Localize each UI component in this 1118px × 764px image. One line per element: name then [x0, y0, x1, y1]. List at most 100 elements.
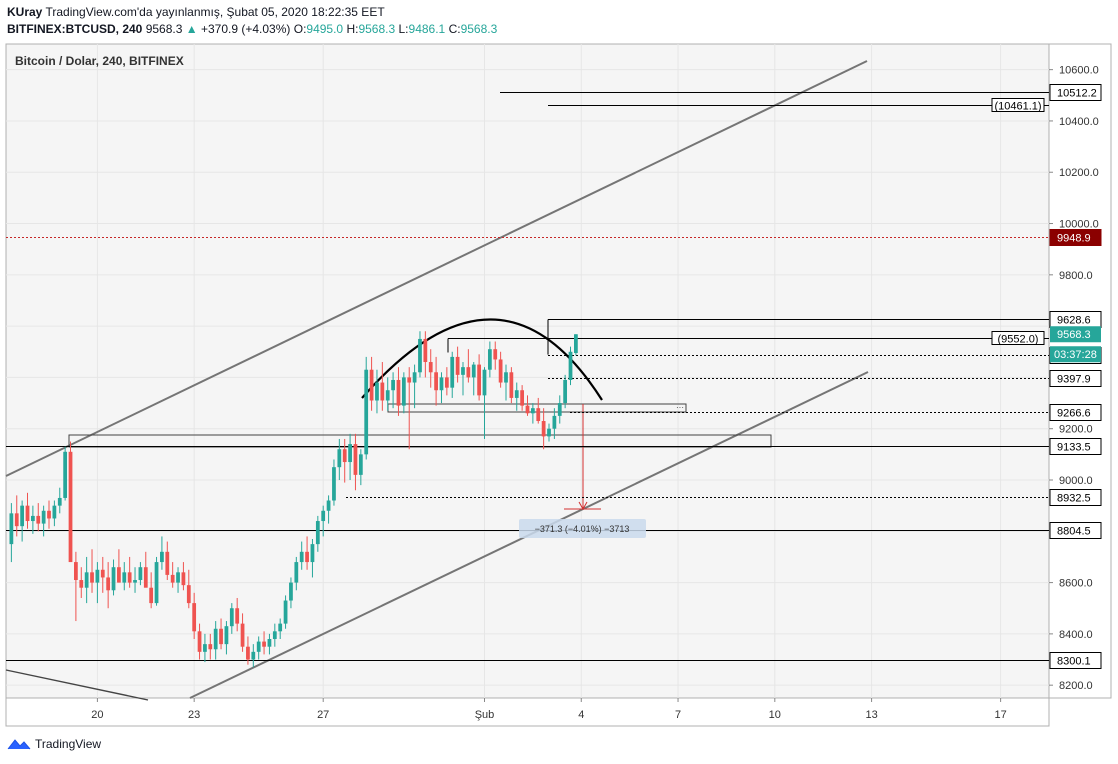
candle[interactable] — [353, 433, 358, 491]
candle[interactable] — [375, 369, 379, 414]
candle[interactable] — [256, 636, 261, 660]
candle[interactable] — [272, 623, 277, 647]
candle[interactable] — [407, 367, 412, 450]
candle[interactable] — [504, 364, 508, 401]
candle[interactable] — [267, 633, 272, 655]
candle[interactable] — [229, 603, 234, 634]
candle[interactable] — [342, 438, 347, 483]
candle[interactable] — [154, 556, 159, 606]
candle[interactable] — [289, 577, 293, 609]
candle[interactable] — [568, 346, 573, 386]
candle[interactable] — [369, 356, 374, 411]
candle[interactable] — [348, 433, 352, 480]
candle[interactable] — [310, 538, 315, 578]
candle[interactable] — [251, 644, 256, 668]
candle[interactable] — [412, 364, 417, 409]
candle[interactable] — [111, 559, 116, 596]
candle[interactable] — [418, 331, 422, 378]
candle[interactable] — [321, 505, 326, 537]
candle[interactable] — [219, 618, 223, 650]
candle[interactable] — [122, 562, 127, 591]
candle[interactable] — [493, 341, 498, 370]
candle[interactable] — [444, 367, 449, 396]
candle[interactable] — [428, 349, 433, 388]
candle[interactable] — [487, 341, 492, 378]
candle[interactable] — [52, 500, 57, 527]
candle[interactable] — [262, 631, 266, 655]
candle[interactable] — [434, 356, 438, 406]
candle[interactable] — [557, 395, 562, 424]
candle[interactable] — [401, 372, 406, 414]
candle[interactable] — [498, 351, 503, 388]
candle[interactable] — [547, 423, 551, 442]
candle[interactable] — [552, 408, 557, 439]
candle[interactable] — [246, 636, 250, 665]
candle[interactable] — [170, 562, 175, 588]
candle[interactable] — [326, 495, 331, 524]
candle[interactable] — [138, 562, 143, 586]
candle[interactable] — [337, 438, 342, 480]
candle[interactable] — [439, 372, 444, 404]
candle[interactable] — [423, 331, 428, 378]
candle[interactable] — [36, 503, 41, 532]
candle[interactable] — [477, 354, 481, 401]
candle[interactable] — [25, 492, 30, 529]
candle[interactable] — [283, 595, 288, 629]
candle[interactable] — [391, 372, 395, 409]
candle[interactable] — [509, 367, 514, 404]
candle[interactable] — [68, 441, 73, 563]
candle[interactable] — [63, 446, 68, 501]
candle[interactable] — [149, 572, 154, 609]
candle[interactable] — [192, 592, 197, 640]
candle[interactable] — [208, 633, 213, 660]
candle[interactable] — [224, 621, 229, 655]
candle[interactable] — [106, 562, 111, 609]
time-axis[interactable] — [5, 697, 1050, 727]
candle[interactable] — [482, 367, 487, 439]
candle[interactable] — [455, 346, 460, 383]
candle[interactable] — [133, 567, 137, 593]
candle[interactable] — [176, 567, 180, 593]
candle[interactable] — [57, 487, 62, 514]
candle[interactable] — [294, 556, 299, 591]
candle[interactable] — [143, 551, 148, 588]
candle[interactable] — [30, 505, 35, 534]
candle[interactable] — [127, 556, 132, 588]
candle[interactable] — [100, 556, 105, 593]
candle[interactable] — [278, 618, 283, 640]
candle[interactable] — [574, 334, 578, 356]
candle[interactable] — [117, 549, 121, 583]
candle[interactable] — [90, 549, 94, 593]
candle[interactable] — [471, 362, 476, 396]
candle[interactable] — [47, 500, 51, 529]
candle[interactable] — [536, 397, 541, 424]
candle[interactable] — [364, 356, 369, 460]
candle[interactable] — [380, 362, 385, 411]
candle[interactable] — [20, 500, 25, 542]
candle[interactable] — [541, 408, 546, 450]
candle[interactable] — [240, 613, 245, 652]
candles-group[interactable] — [9, 331, 578, 668]
candle[interactable] — [514, 382, 519, 411]
candle[interactable] — [396, 367, 401, 416]
candle[interactable] — [203, 633, 207, 663]
candle[interactable] — [9, 503, 14, 563]
candle[interactable] — [41, 505, 46, 537]
candle[interactable] — [197, 623, 202, 660]
candle[interactable] — [165, 541, 170, 581]
candle[interactable] — [84, 556, 89, 604]
candle[interactable] — [563, 374, 568, 409]
candle[interactable] — [466, 349, 471, 383]
candle[interactable] — [332, 459, 336, 506]
candle[interactable] — [385, 377, 390, 411]
upper-channel-line[interactable] — [5, 60, 868, 477]
candle[interactable] — [181, 562, 186, 591]
plot-area[interactable] — [5, 43, 1050, 699]
candle[interactable] — [520, 385, 525, 411]
descending-trend-line[interactable] — [5, 669, 149, 701]
candle[interactable] — [235, 597, 240, 632]
candle[interactable] — [461, 362, 465, 396]
candle[interactable] — [213, 621, 218, 660]
candle[interactable] — [530, 403, 535, 424]
